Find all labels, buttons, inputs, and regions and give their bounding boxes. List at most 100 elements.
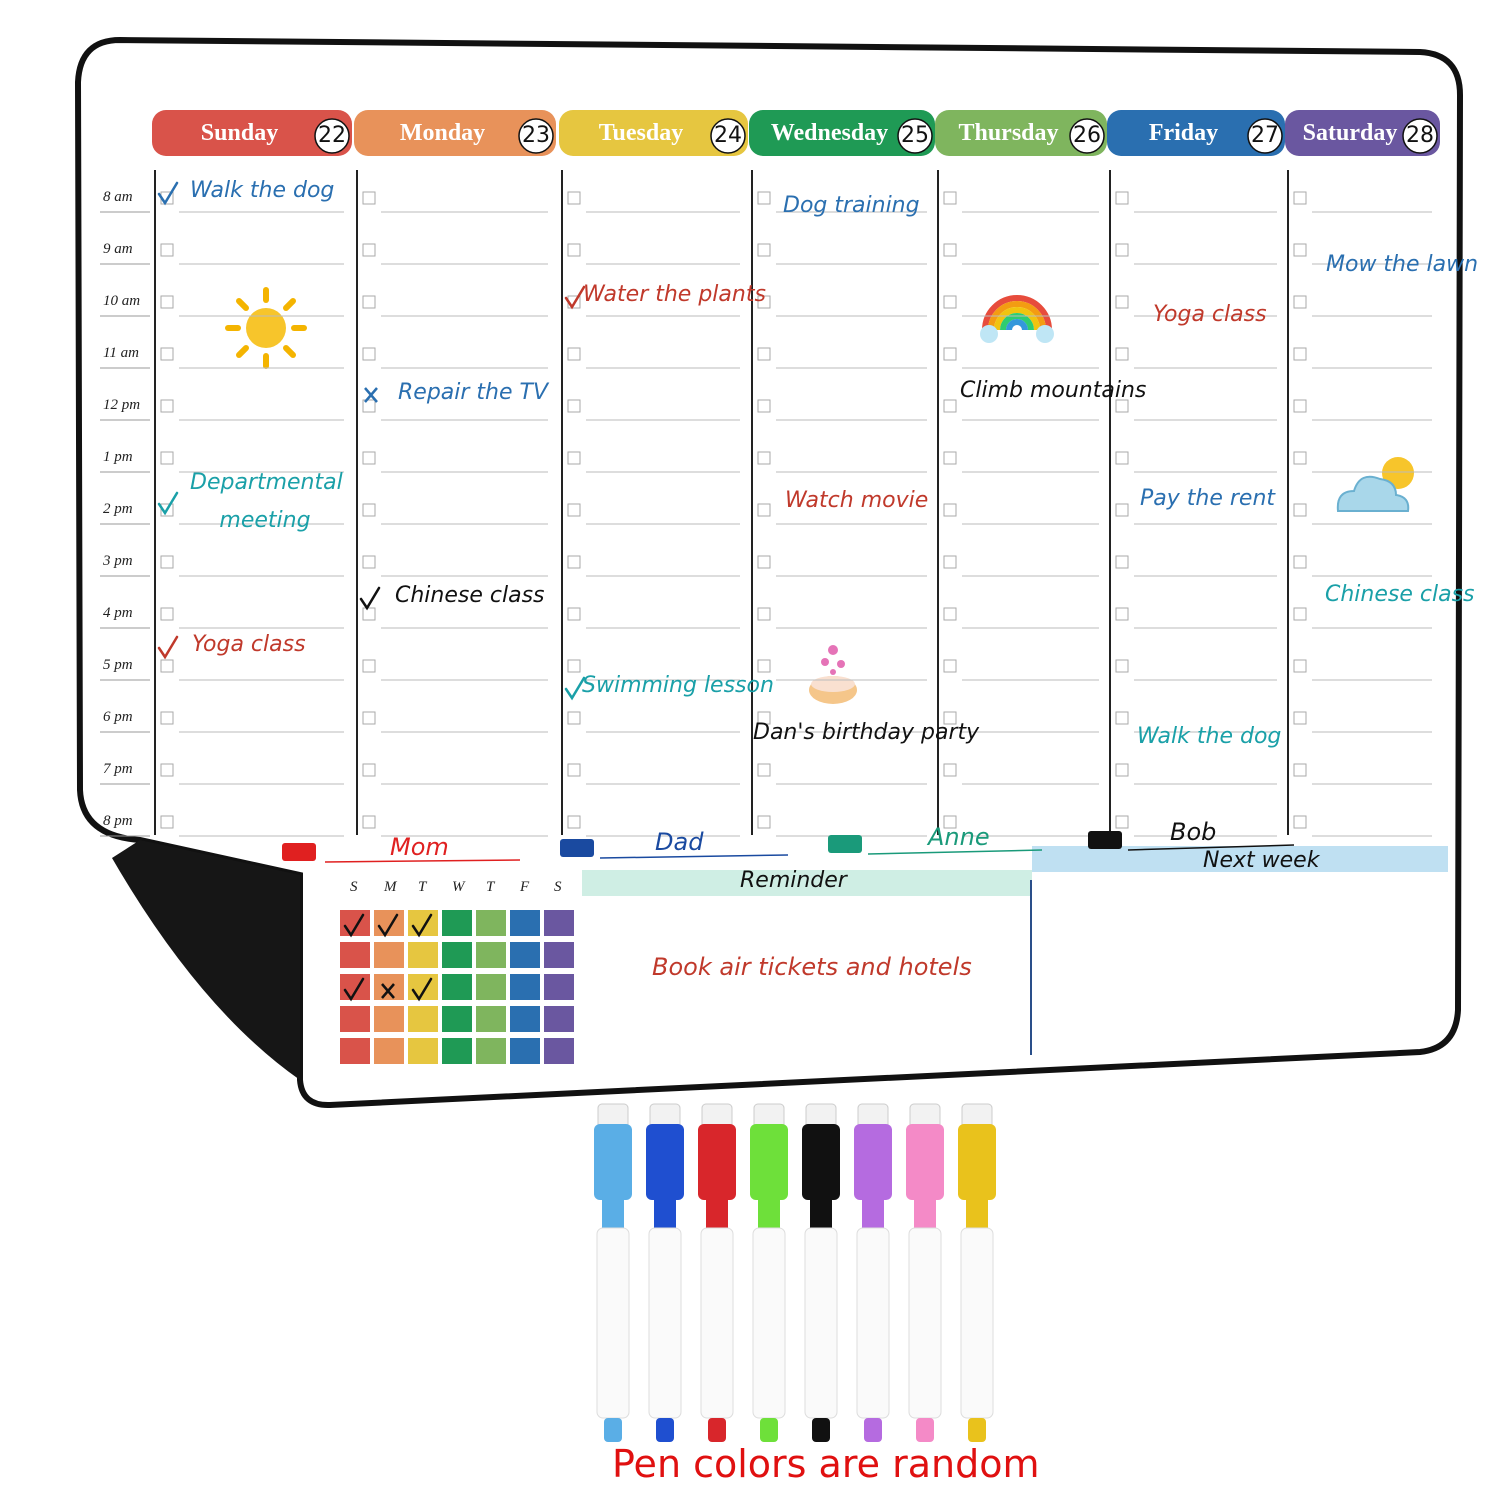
pen: [646, 1103, 684, 1442]
reminder-title: Reminder: [740, 868, 847, 893]
pen-cap: [750, 1124, 788, 1200]
pen-tip: [760, 1418, 778, 1442]
time-label: 8 am: [103, 189, 133, 205]
member-swatch: [560, 839, 594, 857]
entry-text: Watch movie: [785, 488, 929, 513]
tracker-cell: [340, 1006, 370, 1032]
pen-body: [856, 1227, 890, 1419]
pen-cap: [802, 1124, 840, 1200]
tracker-cell: [544, 1038, 574, 1064]
day-header: [354, 110, 556, 156]
check-mark: [377, 913, 399, 938]
checkbox: [943, 451, 957, 465]
checkbox: [362, 295, 376, 309]
member-name: Dad: [655, 828, 704, 856]
checkbox: [1115, 659, 1129, 673]
date-badge: [518, 118, 554, 154]
entry-text: Pay the rent: [1140, 486, 1276, 511]
checkbox: [362, 555, 376, 569]
check-mark: [564, 285, 586, 310]
checkbox: [567, 659, 581, 673]
tracker-cell: [408, 1038, 438, 1064]
day-date: 24: [714, 123, 742, 148]
checkbox: [757, 763, 771, 777]
pen-clip: [862, 1195, 884, 1230]
checkbox: [362, 815, 376, 829]
time-label: 8 pm: [103, 813, 133, 829]
tracker-cell: [510, 910, 540, 936]
cross-mark: [364, 387, 378, 403]
checkbox: [1293, 815, 1307, 829]
tracker-cell: [544, 910, 574, 936]
time-label: 10 am: [103, 293, 141, 309]
member-line: [324, 859, 521, 863]
tracker-cell: [476, 910, 506, 936]
checkbox: [567, 191, 581, 205]
pen-clip: [914, 1195, 936, 1230]
day-name: Monday: [399, 120, 486, 146]
checkbox: [1293, 399, 1307, 413]
checkbox: [1115, 607, 1129, 621]
pen-cap: [698, 1124, 736, 1200]
pen-body: [804, 1227, 838, 1419]
checkbox: [943, 243, 957, 257]
day-header: [935, 110, 1107, 156]
tracker-cell: [442, 942, 472, 968]
check-mark: [157, 181, 179, 206]
tracker-cell: [442, 1038, 472, 1064]
checkbox: [160, 555, 174, 569]
pen-tip: [916, 1418, 934, 1442]
checkbox: [1115, 243, 1129, 257]
checkbox: [567, 451, 581, 465]
day-header: [559, 110, 748, 156]
pen: [750, 1103, 788, 1442]
checkbox: [362, 451, 376, 465]
pen-tip: [708, 1418, 726, 1442]
day-date: 23: [522, 123, 550, 148]
checkbox: [943, 503, 957, 517]
checkbox: [362, 347, 376, 361]
entry-text: Repair the TV: [398, 380, 549, 405]
check-mark: [359, 586, 381, 611]
cloud-sun-icon: [1336, 457, 1414, 512]
peeled-corner: [112, 840, 300, 1080]
checkbox: [1293, 607, 1307, 621]
tracker-weekday: W: [452, 879, 465, 895]
check-mark: [411, 913, 433, 938]
tracker-cell: [408, 910, 438, 936]
entry-text: Dog training: [783, 193, 920, 218]
tracker-cell: [374, 1006, 404, 1032]
checkbox: [160, 763, 174, 777]
tracker-weekday: T: [486, 879, 495, 895]
tracker-cell: [340, 974, 370, 1000]
check-mark: [343, 913, 365, 938]
checkbox: [757, 191, 771, 205]
tracker-cell: [510, 942, 540, 968]
checkbox: [1115, 399, 1129, 413]
tracker-cell: [374, 1038, 404, 1064]
tracker-cell: [544, 942, 574, 968]
pen: [802, 1103, 840, 1442]
member-line: [599, 854, 789, 859]
pen-body: [648, 1227, 682, 1419]
day-name: Wednesday: [770, 120, 889, 146]
tracker-cell: [340, 910, 370, 936]
pen-cap: [958, 1124, 996, 1200]
entry-text: Dan's birthday party: [753, 720, 980, 745]
checkbox: [1293, 243, 1307, 257]
tracker-cell: [476, 942, 506, 968]
date-badge: [314, 118, 350, 154]
tracker-cell: [476, 1006, 506, 1032]
checkbox: [1293, 191, 1307, 205]
time-label: 6 pm: [103, 709, 133, 725]
pen-clip: [602, 1195, 624, 1230]
tracker-weekday: M: [384, 879, 397, 895]
checkbox: [567, 607, 581, 621]
checkbox: [943, 763, 957, 777]
checkbox: [943, 711, 957, 725]
tracker-cell: [408, 1006, 438, 1032]
tracker-weekday: S: [350, 879, 358, 895]
time-label: 1 pm: [103, 449, 133, 465]
checkbox: [567, 555, 581, 569]
